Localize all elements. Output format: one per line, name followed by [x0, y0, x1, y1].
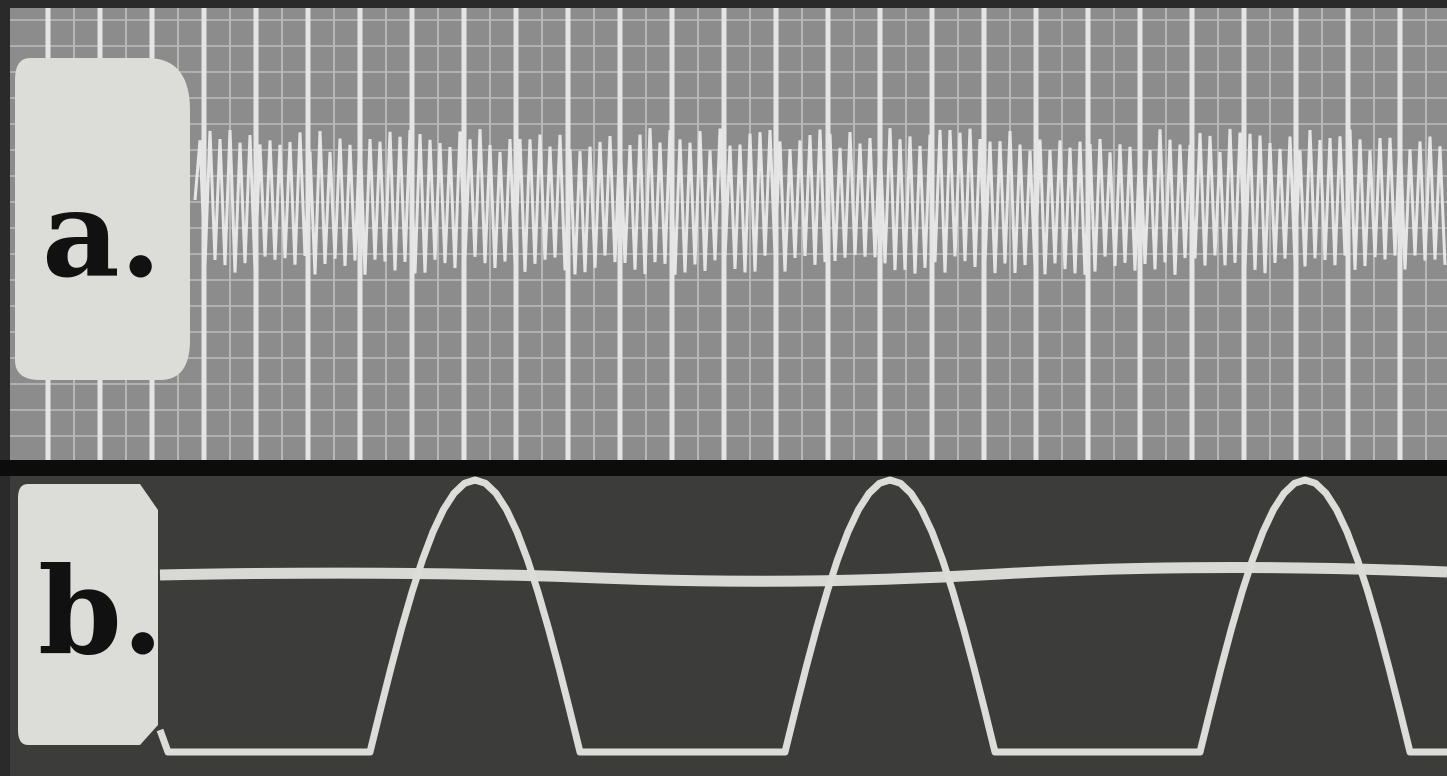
oscilloscope-photo: a. b.: [0, 0, 1447, 776]
panel-a-label: a.: [42, 164, 162, 305]
panel-b-label: b.: [38, 541, 164, 682]
separator: [0, 460, 1447, 476]
